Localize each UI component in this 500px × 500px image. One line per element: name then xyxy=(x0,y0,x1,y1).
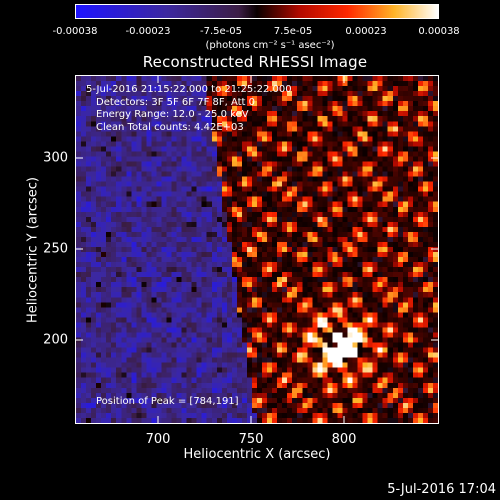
peak-position-label: Position of Peak = [784,191] xyxy=(96,396,239,407)
x-tick-label: 750 xyxy=(238,432,264,447)
colorbar-tick-label: 7.5e-05 xyxy=(273,26,313,37)
y-tick-label: 200 xyxy=(43,332,68,348)
x-tick-label: 800 xyxy=(331,432,357,447)
x-axis-label: Heliocentric X (arcsec) xyxy=(183,447,331,462)
rhessi-image xyxy=(76,76,438,423)
colorbar-tick-label: -7.5e-05 xyxy=(200,26,242,37)
y-tick-label: 250 xyxy=(43,241,68,257)
colorbar-units: (photons cm⁻² s⁻¹ asec⁻²) xyxy=(205,40,335,51)
energy-range-label: Energy Range: 12.0 - 25.0 keV xyxy=(96,109,249,120)
colorbar-tick-label: -0.00038 xyxy=(52,26,98,37)
colorbar-tick-label: 0.00038 xyxy=(418,26,460,37)
y-axis-label: Heliocentric Y (arcsec) xyxy=(25,177,41,323)
colorbar-tick-label: 0.00023 xyxy=(345,26,387,37)
x-tick-label: 700 xyxy=(145,432,171,447)
colorbar xyxy=(75,4,439,19)
footer-date: 5-Jul-2016 17:04 xyxy=(387,482,496,497)
clean-counts-label: Clean Total counts: 4.42E+03 xyxy=(96,122,244,133)
image-title: Reconstructed RHESSI Image xyxy=(142,53,368,71)
colorbar-tick-label: -0.00023 xyxy=(125,26,171,37)
time-range-label: 5-Jul-2016 21:15:22.000 to 21:25:22.000 xyxy=(86,84,292,95)
detectors-label: Detectors: 3F 5F 6F 7F 8F, Att 0 xyxy=(96,97,256,108)
y-tick-label: 300 xyxy=(43,150,68,166)
image-plot-area: 5-Jul-2016 21:15:22.000 to 21:25:22.000 … xyxy=(75,75,439,424)
